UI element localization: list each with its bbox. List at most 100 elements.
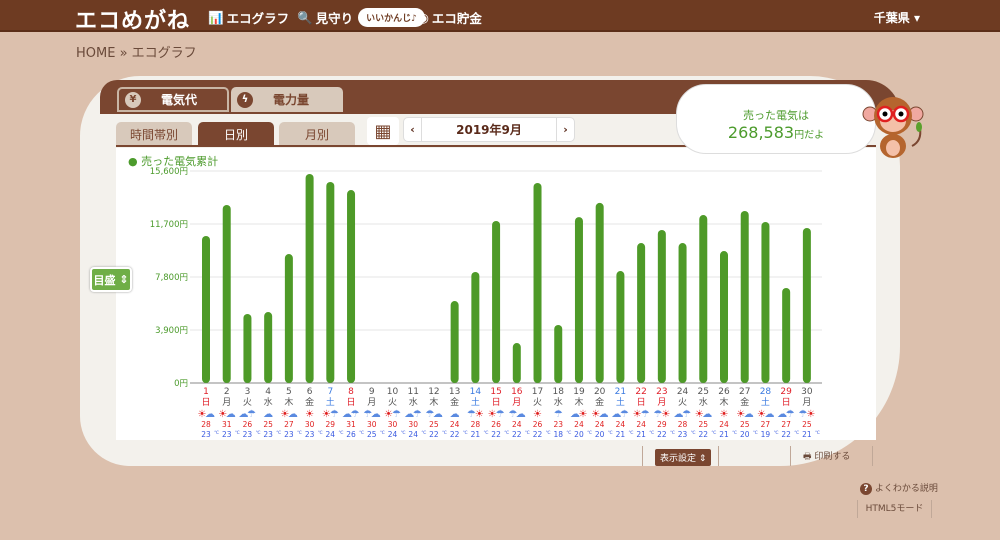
- cloud-icon: ☁: [342, 409, 352, 420]
- weekday-label: 木: [574, 396, 583, 408]
- prefecture-select[interactable]: 千葉県 ▾: [874, 9, 920, 26]
- x-tick-label: 17: [532, 387, 543, 397]
- weekday-label: 火: [243, 397, 252, 408]
- display-settings-button[interactable]: 表示設定 ⇕: [655, 449, 712, 466]
- sun-icon: ☀: [198, 409, 207, 420]
- x-tick-label: 18: [553, 387, 565, 397]
- chart-legend: ● 売った電気累計: [128, 155, 219, 168]
- tab-electricity-amount[interactable]: ϟ 電力量: [231, 87, 343, 112]
- temp-unit: ℃: [566, 430, 571, 436]
- temp-high: 24: [595, 420, 605, 429]
- x-tick-label: 11: [407, 387, 418, 397]
- temp-high: 30: [367, 420, 377, 429]
- weekday-label: 金: [305, 396, 314, 408]
- tab-label: 電気代: [161, 93, 198, 107]
- temp-unit: ℃: [732, 430, 737, 436]
- month-selector: ‹ 2019年9月 ›: [403, 117, 575, 142]
- cloud-icon: ☁: [599, 409, 609, 420]
- rain-icon: ☂: [247, 409, 256, 420]
- temp-high: 30: [305, 420, 315, 429]
- x-tick-label: 5: [286, 387, 292, 397]
- x-tick-label: 2: [224, 387, 230, 397]
- calendar-icon[interactable]: ▦: [367, 117, 399, 145]
- cloud-icon: ☁: [288, 409, 298, 420]
- subtab-monthly[interactable]: 月別: [279, 122, 355, 146]
- temp-unit: ℃: [463, 430, 468, 436]
- rain-icon: ☂: [682, 409, 691, 420]
- sun-icon: ☀: [757, 409, 766, 420]
- y-tick-label: 15,600円: [150, 167, 188, 177]
- tab-electricity-cost[interactable]: ¥ 電気代: [117, 87, 229, 112]
- temp-low: 23: [284, 430, 294, 439]
- temp-high: 31: [346, 420, 356, 429]
- temp-high: 24: [450, 420, 460, 429]
- rain-icon: ☂: [467, 409, 476, 420]
- nav-eco-savings[interactable]: ◉ エコ貯金: [418, 8, 482, 27]
- temp-high: 29: [326, 420, 336, 429]
- x-tick-label: 1: [203, 387, 209, 397]
- temp-unit: ℃: [546, 430, 551, 436]
- temp-low: 22: [450, 430, 460, 439]
- weekday-label: 水: [409, 396, 418, 408]
- temp-unit: ℃: [587, 430, 592, 436]
- temp-unit: ℃: [649, 430, 654, 436]
- x-tick-label: 30: [801, 387, 813, 397]
- weekday-label: 月: [657, 397, 666, 408]
- temp-unit: ℃: [504, 430, 509, 436]
- next-month-button[interactable]: ›: [556, 118, 574, 141]
- html5-mode-button[interactable]: HTML5モード: [857, 500, 932, 518]
- nav-label: エコ貯金: [431, 11, 482, 26]
- temp-high: 26: [533, 420, 543, 429]
- yen-icon: ¥: [125, 91, 141, 108]
- sun-icon: ☀: [720, 409, 729, 420]
- cloud-icon: ☁: [433, 409, 443, 420]
- scale-button[interactable]: 目盛 ⇕: [90, 267, 132, 292]
- weekday-label: 金: [740, 396, 749, 408]
- temp-unit: ℃: [773, 430, 778, 436]
- temp-low: 22: [657, 430, 667, 439]
- divider: [642, 446, 643, 466]
- bar: [326, 182, 335, 383]
- temp-high: 28: [201, 420, 211, 429]
- divider: [790, 446, 791, 466]
- callout-value: 268,583: [727, 123, 795, 142]
- logo[interactable]: エコめがね: [75, 9, 191, 34]
- temp-low: 24: [408, 430, 418, 439]
- print-button[interactable]: 🖶 印刷する: [803, 449, 850, 465]
- bar: [720, 251, 728, 383]
- bar: [678, 243, 687, 383]
- weekday-label: 月: [222, 397, 231, 408]
- bar: [782, 288, 791, 383]
- weekday-label: 水: [264, 396, 273, 408]
- weekday-label: 土: [616, 396, 625, 408]
- temp-high: 24: [719, 420, 729, 429]
- weekday-label: 火: [678, 397, 687, 408]
- subtab-daily[interactable]: 日別: [198, 122, 274, 146]
- temp-high: 25: [263, 420, 273, 429]
- cloud-icon: ☁: [674, 409, 684, 420]
- sun-icon: ☀: [591, 409, 600, 420]
- temp-low: 22: [512, 430, 522, 439]
- sold-electricity-callout: 売った電気は 268,583円だよ: [676, 84, 876, 154]
- weekday-label: 金: [450, 396, 459, 408]
- temp-low: 22: [781, 430, 791, 439]
- help-link[interactable]: ? よくわかる説明: [860, 481, 938, 495]
- temp-high: 28: [678, 420, 688, 429]
- nav-mimamori[interactable]: 🔍 見守り いいかんじ♪: [297, 8, 425, 27]
- sun-icon: ☀: [806, 409, 815, 420]
- subtab-hourly[interactable]: 時間帯別: [116, 122, 192, 146]
- status-badge: いいかんじ♪: [358, 8, 425, 27]
- nav-ecograph[interactable]: 📊 エコグラフ: [208, 8, 289, 27]
- rain-icon: ☂: [554, 409, 563, 420]
- bar: [657, 229, 666, 383]
- bar: [264, 312, 273, 383]
- prev-month-button[interactable]: ‹: [404, 118, 422, 141]
- weekday-label: 月: [802, 397, 811, 408]
- temp-unit: ℃: [483, 430, 488, 436]
- temp-low: 21: [616, 430, 626, 439]
- temp-unit: ℃: [400, 430, 405, 436]
- caret-down-icon: ▾: [913, 11, 920, 25]
- sun-icon: ☀: [322, 409, 331, 420]
- bar: [222, 204, 231, 383]
- printer-icon: 🖶: [803, 452, 812, 462]
